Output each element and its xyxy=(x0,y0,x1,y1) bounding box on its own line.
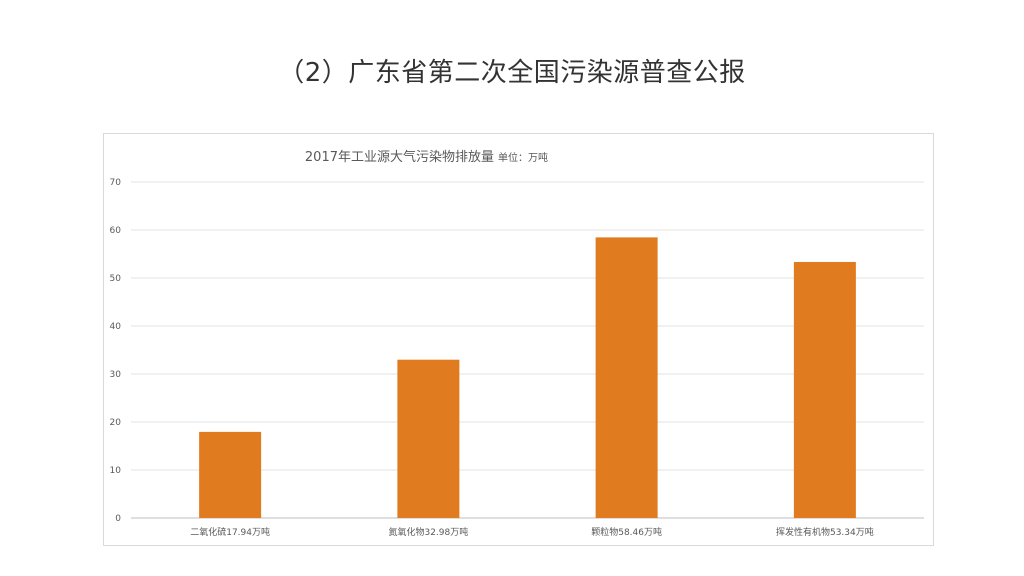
y-tick-label: 60 xyxy=(110,226,122,236)
chart-title: 2017年工业源大气污染物排放量 xyxy=(305,149,494,165)
bars xyxy=(199,237,856,518)
bar xyxy=(793,261,856,518)
y-tick-label: 30 xyxy=(110,370,122,380)
slide-title: （2）广东省第二次全国污染源普查公报 xyxy=(278,58,746,88)
chart-subtitle: 单位：万吨 xyxy=(498,151,548,164)
x-category-label: 二氧化硫17.94万吨 xyxy=(190,526,270,538)
x-category-label: 挥发性有机物53.34万吨 xyxy=(776,526,874,538)
y-tick-label: 70 xyxy=(110,178,122,188)
y-tick-label: 0 xyxy=(115,514,121,524)
x-axis-labels: 二氧化硫17.94万吨 氮氧化物32.98万吨 颗粒物58.46万吨 挥发性有机物53… xyxy=(190,526,874,538)
bar-chart: 2017年工业源大气污染物排放量 单位：万吨 0 10 20 30 40 50 60 70 二… xyxy=(110,149,924,538)
y-tick-label: 10 xyxy=(110,466,122,476)
y-tick-label: 20 xyxy=(110,418,122,428)
grid-layer xyxy=(131,181,924,519)
x-category-label: 氮氧化物32.98万吨 xyxy=(388,526,468,538)
y-tick-label: 50 xyxy=(110,274,122,284)
x-category-label: 颗粒物58.46万吨 xyxy=(591,526,662,538)
bar xyxy=(199,431,262,518)
y-axis-ticks: 0 10 20 30 40 50 60 70 xyxy=(110,178,122,524)
bar xyxy=(397,359,460,518)
y-tick-label: 40 xyxy=(110,322,122,332)
chart-container: 2017年工业源大气污染物排放量 单位：万吨 0 10 20 30 40 50 60 70 二… xyxy=(103,133,934,546)
bar xyxy=(595,237,658,518)
